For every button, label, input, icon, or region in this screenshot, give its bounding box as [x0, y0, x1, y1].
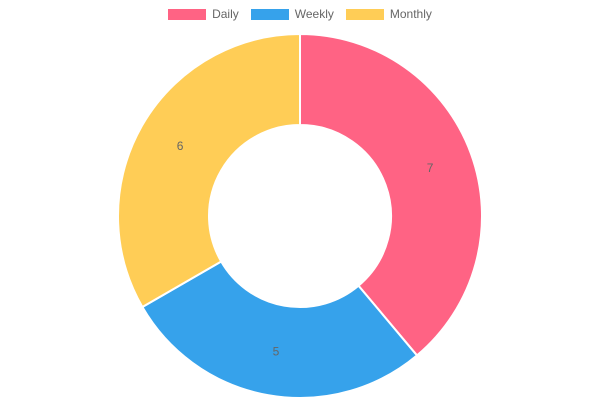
chart-legend: Daily Weekly Monthly: [0, 7, 600, 21]
slice-value-label-weekly: 5: [273, 345, 280, 359]
slice-value-label-daily: 7: [427, 161, 434, 175]
slice-monthly[interactable]: [117, 32, 301, 309]
slice-value-label-monthly: 6: [177, 139, 184, 153]
legend-label-monthly: Monthly: [389, 7, 432, 21]
legend-swatch-weekly: [250, 8, 289, 20]
legend-item-monthly[interactable]: Monthly: [345, 7, 432, 21]
legend-swatch-daily: [168, 8, 207, 20]
legend-label-weekly: Weekly: [294, 7, 334, 21]
legend-item-weekly[interactable]: Weekly: [250, 7, 334, 21]
legend-swatch-monthly: [345, 8, 384, 20]
legend-item-daily[interactable]: Daily: [168, 7, 239, 21]
slice-weekly[interactable]: [141, 260, 419, 399]
slice-daily[interactable]: [299, 32, 483, 357]
legend-label-daily: Daily: [212, 7, 239, 21]
